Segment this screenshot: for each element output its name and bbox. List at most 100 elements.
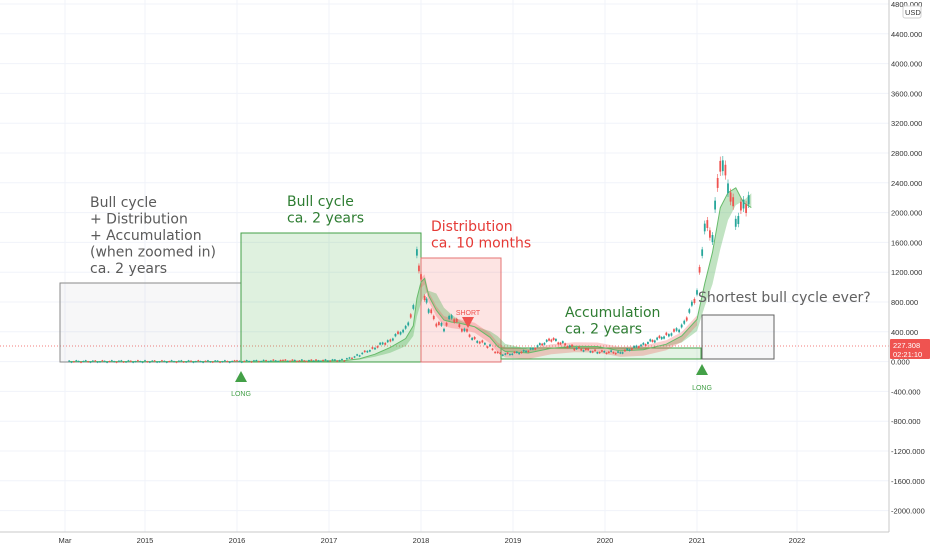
candle-body <box>550 339 553 342</box>
candle-body <box>437 322 440 326</box>
candle-body <box>481 340 484 343</box>
candle-body <box>324 359 327 361</box>
candle-body <box>161 360 163 362</box>
candle-body <box>582 350 585 352</box>
candle-body <box>326 360 329 362</box>
candle-body <box>333 359 336 361</box>
candle-body <box>432 315 435 320</box>
candle-body <box>626 348 629 351</box>
candle-body <box>670 333 673 336</box>
candle-body <box>96 361 99 363</box>
price-tick-label: 1200.000 <box>891 268 922 277</box>
time-tick-label: 2015 <box>137 536 154 545</box>
candle-body <box>644 344 647 346</box>
candle-body <box>635 345 638 348</box>
candle-body <box>182 361 185 363</box>
candle-body <box>667 334 670 337</box>
annotations: Bull cycle + Distribution + Accumulation (w… <box>90 194 871 338</box>
candle-body <box>653 340 656 343</box>
candle-body <box>226 360 229 362</box>
price-axis[interactable]: 4800.000 4400.000 4000.000 3600.000 3200.000… <box>888 0 932 550</box>
candle-body <box>486 346 489 349</box>
candle-body <box>305 361 308 363</box>
candle-body <box>223 360 226 362</box>
candle-body <box>610 350 613 352</box>
candle-body <box>284 359 287 361</box>
candle-body <box>108 361 111 363</box>
candle-body <box>418 265 420 272</box>
time-axis[interactable]: Mar 2015 2016 2017 2018 2019 2020 2021 2022 <box>0 531 889 545</box>
candle-body <box>742 199 745 209</box>
candle-body <box>621 352 624 354</box>
candle-body <box>649 339 652 342</box>
candle-body <box>80 361 82 363</box>
candle-body <box>89 361 92 363</box>
candle-body <box>660 337 663 340</box>
time-tick-label: 2021 <box>689 536 706 545</box>
candle-body <box>716 177 719 188</box>
candle-body <box>274 360 277 362</box>
candle-body <box>99 361 101 363</box>
candle-body <box>282 359 284 361</box>
annotation-line: ca. 2 years <box>287 211 364 227</box>
candle-body <box>614 352 617 355</box>
candle-body <box>219 361 221 363</box>
candle-body <box>376 345 379 348</box>
candle-body <box>356 354 359 356</box>
last-price-badge <box>890 339 930 359</box>
candle-body <box>430 309 433 314</box>
candle-body <box>532 347 534 350</box>
candle-body <box>75 360 78 362</box>
time-tick-label: 2018 <box>413 536 430 545</box>
candle-body <box>680 324 683 328</box>
annotation-text: Bull cycle + Distribution + Accumulation (w… <box>90 195 216 277</box>
candle-body <box>504 353 507 355</box>
candle-body <box>607 351 610 354</box>
price-tick-label: 800.000 <box>891 298 918 307</box>
candle-body <box>132 361 135 363</box>
candle-body <box>151 360 154 362</box>
annotation-line: Accumulation <box>565 305 660 321</box>
candle-body <box>402 329 405 333</box>
candle-body <box>734 218 737 227</box>
candle-body <box>520 351 523 354</box>
candle-body <box>538 343 541 346</box>
candle-body <box>397 331 399 334</box>
candle-body <box>399 332 402 335</box>
candle-body <box>240 361 243 363</box>
price-tick-label: 2800.000 <box>891 149 922 158</box>
candle-body <box>248 360 251 362</box>
candle-body <box>529 347 532 350</box>
candle-body <box>158 361 161 363</box>
candle-body <box>651 339 654 342</box>
candle-body <box>122 361 125 363</box>
price-tick-label: -800.000 <box>891 417 921 426</box>
annotation-line: Distribution <box>431 219 513 235</box>
candle-body <box>561 341 564 344</box>
candle-body <box>216 360 219 362</box>
candle-body <box>120 360 123 362</box>
candle-body <box>257 361 260 363</box>
candle-body <box>693 298 696 304</box>
candle-body <box>115 361 118 363</box>
candle-body <box>348 357 351 359</box>
candle-body <box>458 324 461 328</box>
candle-body <box>127 360 130 362</box>
candle-body <box>478 341 481 344</box>
candle-body <box>729 192 732 202</box>
price-axis-bg <box>889 0 932 550</box>
candle-body <box>163 360 166 362</box>
candle-body <box>703 223 706 232</box>
price-tick-label: -1600.000 <box>891 477 925 486</box>
candle-body <box>177 360 180 362</box>
price-tick-label: 2400.000 <box>891 179 922 188</box>
candle-body <box>209 361 212 363</box>
annotation-line: + Accumulation <box>90 228 202 244</box>
candle-body <box>317 360 320 362</box>
annotation-line: ca. 2 years <box>565 322 642 338</box>
last-price-value: 227.308 <box>893 341 920 350</box>
candle-body <box>450 315 453 319</box>
candle-body <box>663 336 665 339</box>
candle-body <box>494 351 497 354</box>
